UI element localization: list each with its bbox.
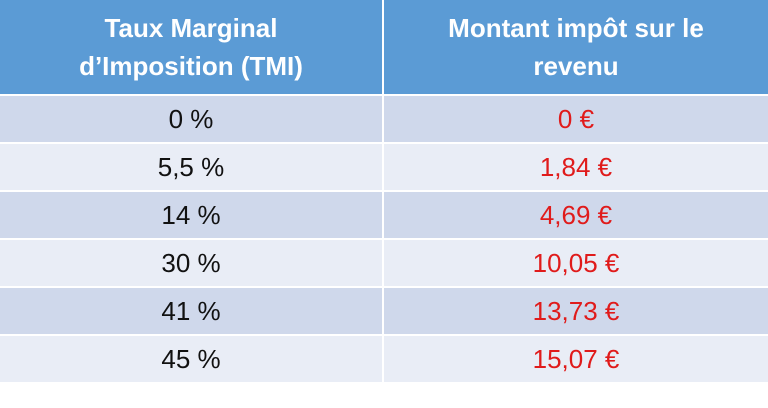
tax-amount: 13,73 € [384, 288, 768, 336]
tax-amount: 1,84 € [384, 144, 768, 192]
header-cell: Montant impôt sur le revenu [384, 0, 768, 96]
tax-amount: 15,07 € [384, 336, 768, 384]
header-row: Taux Marginal d’Imposition (TMI) Montant i… [0, 0, 768, 96]
header-line: Taux Marginal [104, 13, 278, 43]
table-row: 0 % 0 € [0, 96, 768, 144]
tax-amount: 0 € [384, 96, 768, 144]
table-row: 41 % 13,73 € [0, 288, 768, 336]
tax-rate: 45 % [0, 336, 384, 384]
table-row: 5,5 % 1,84 € [0, 144, 768, 192]
table-row: 14 % 4,69 € [0, 192, 768, 240]
table-row: 45 % 15,07 € [0, 336, 768, 384]
tax-table: Taux Marginal d’Imposition (TMI) Montant i… [0, 0, 768, 384]
header-cell: Taux Marginal d’Imposition (TMI) [0, 0, 384, 96]
tax-amount: 10,05 € [384, 240, 768, 288]
header-line: d’Imposition (TMI) [79, 51, 303, 81]
header-line: revenu [533, 51, 619, 81]
tax-rate: 30 % [0, 240, 384, 288]
tax-rate: 41 % [0, 288, 384, 336]
table-row: 30 % 10,05 € [0, 240, 768, 288]
header-line: Montant impôt sur le [448, 13, 704, 43]
tax-amount: 4,69 € [384, 192, 768, 240]
tax-rate: 14 % [0, 192, 384, 240]
tax-rate: 5,5 % [0, 144, 384, 192]
tax-rate: 0 % [0, 96, 384, 144]
